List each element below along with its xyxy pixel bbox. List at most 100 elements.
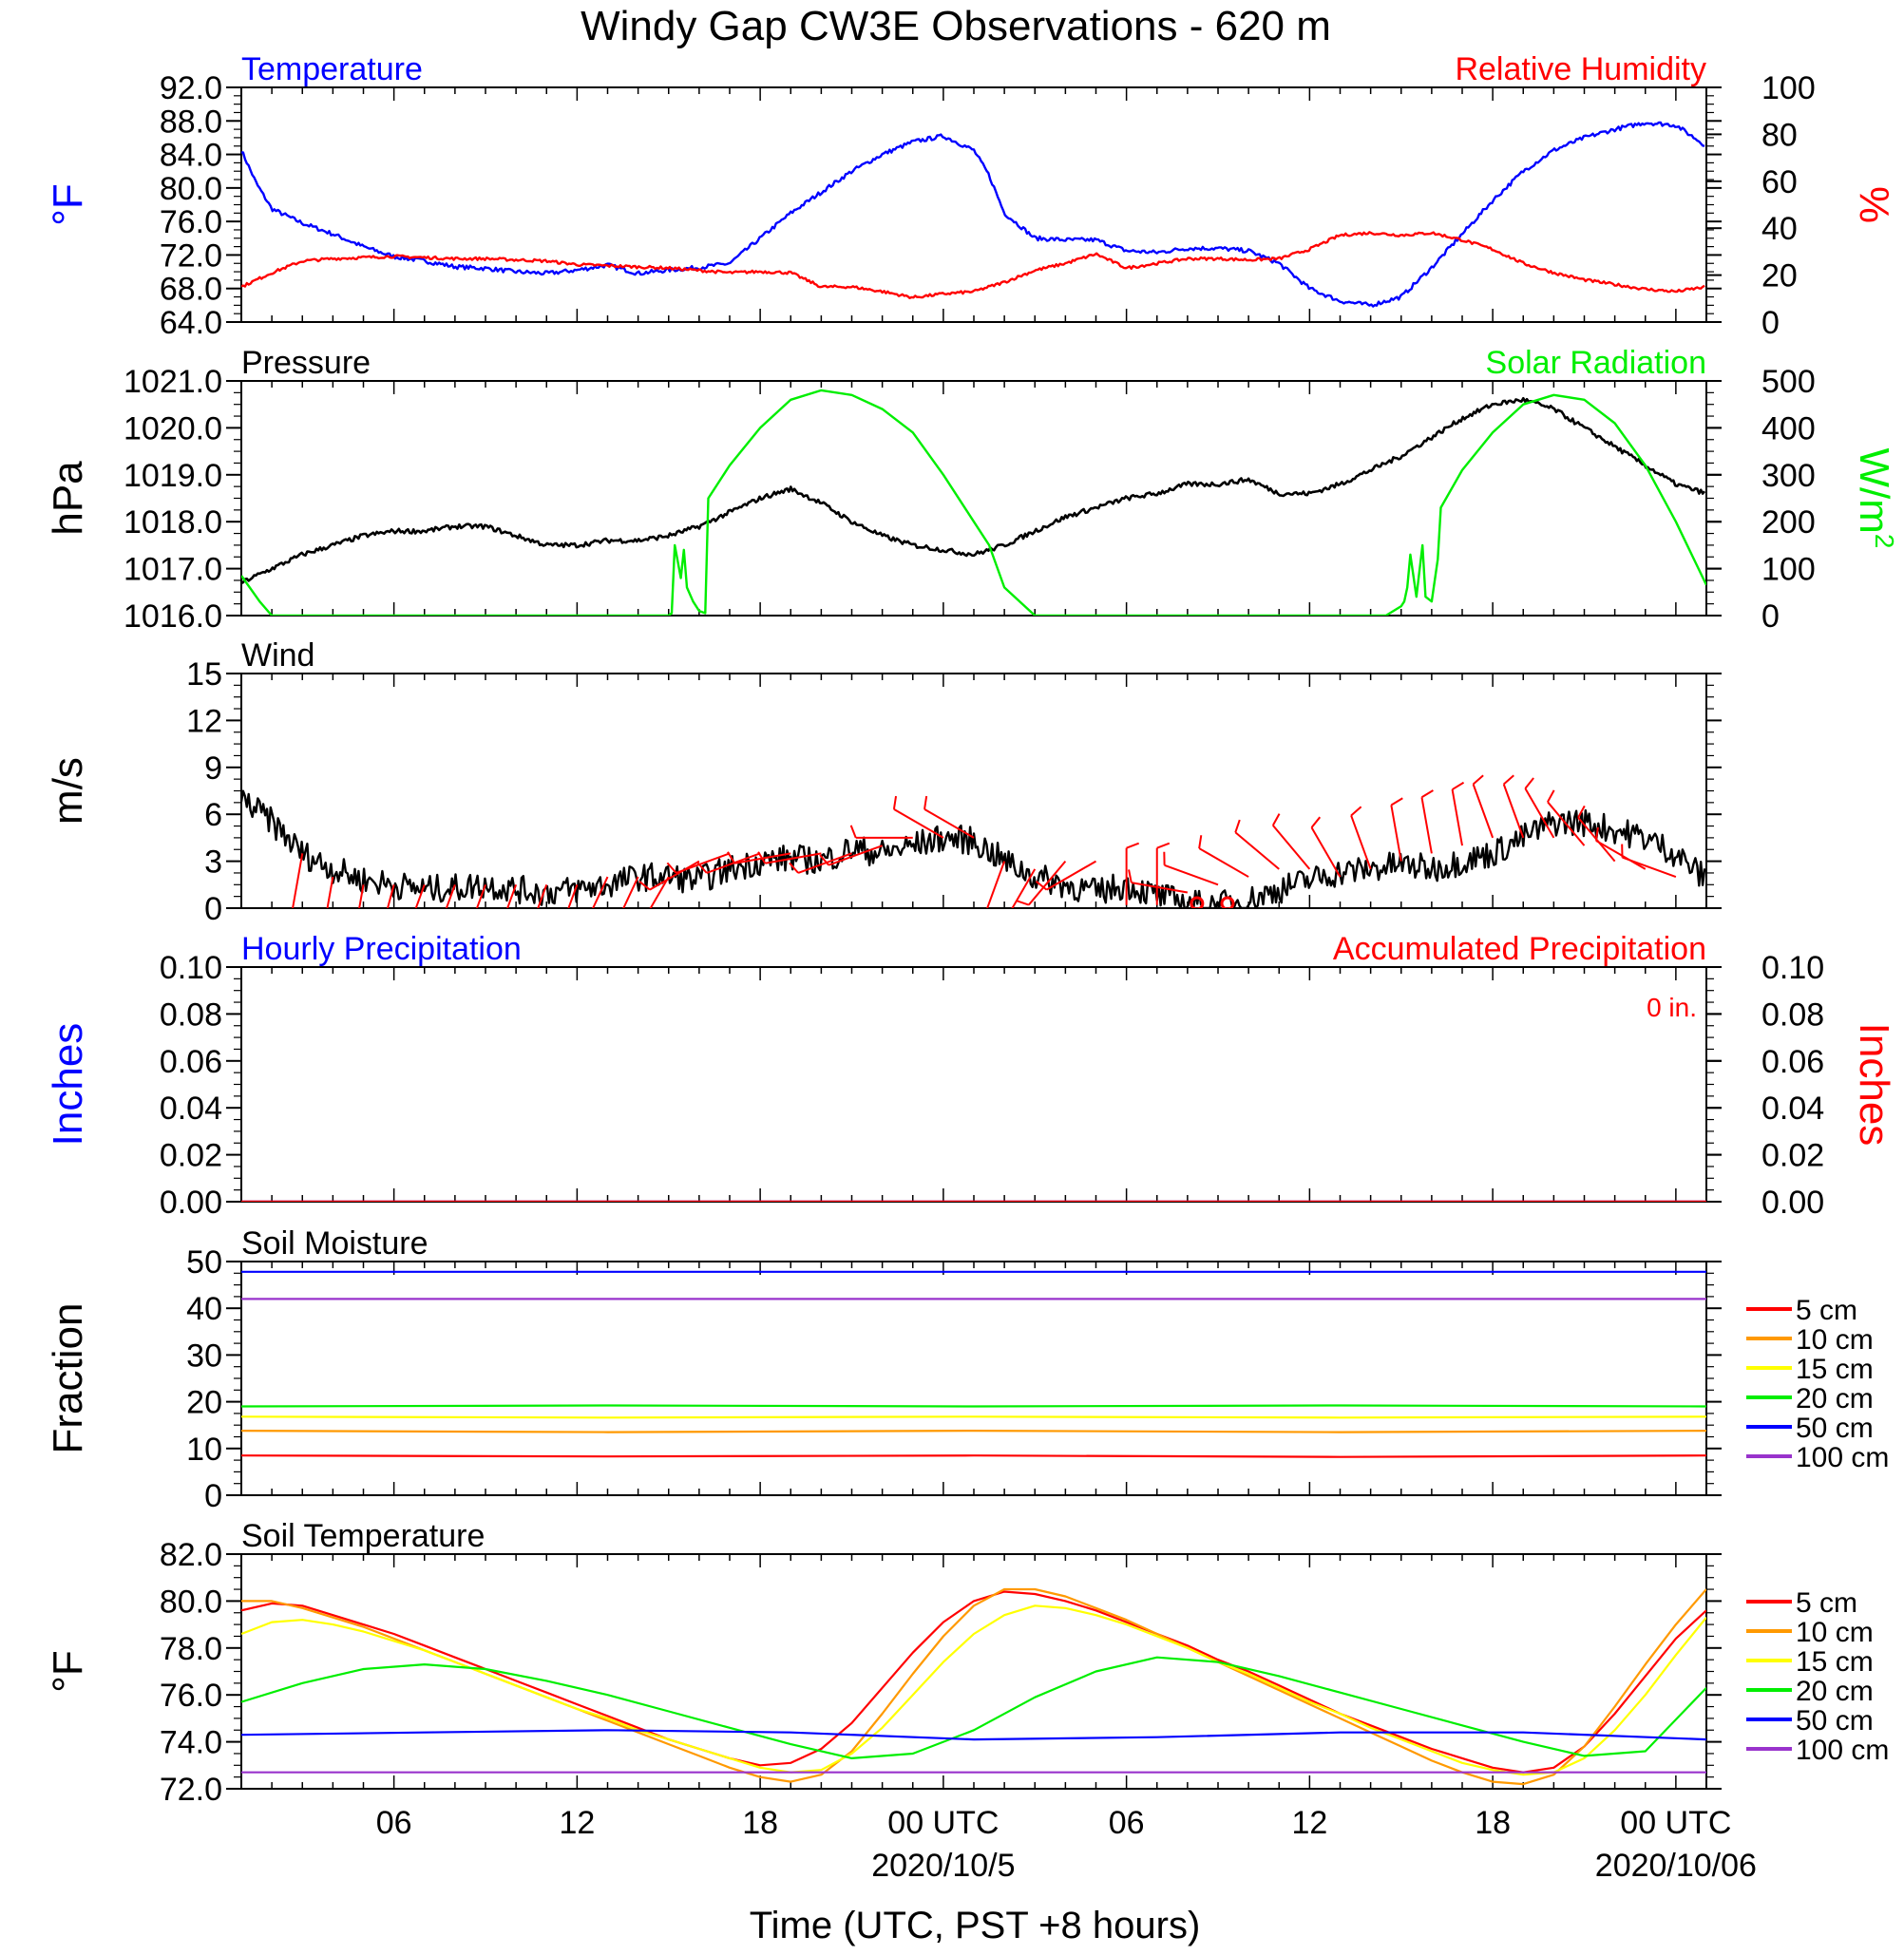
panel-title-left: Soil Temperature	[241, 1518, 485, 1554]
legend-label: 20 cm	[1796, 1383, 1874, 1414]
y-tick-label-left: 1020.0	[124, 410, 222, 446]
x-axis: 06 12 18 00 UTC 2020/10/5 06 12 18 00 UTC 2020/10…	[376, 1805, 1757, 1884]
y-tick-label-left: 78.0	[160, 1631, 222, 1667]
legend-label: 100 cm	[1796, 1735, 1889, 1766]
wind-barb	[1164, 864, 1219, 886]
y-tick-label-right: 300	[1761, 458, 1816, 494]
series-line-50-cm	[241, 1729, 1706, 1741]
y-tick-label-left: 9	[204, 750, 222, 787]
plot-frame	[240, 966, 1707, 1203]
y-tick-label-right: 0.00	[1761, 1185, 1824, 1221]
wind-barb	[326, 876, 334, 908]
wind-barb-feather	[1126, 842, 1140, 849]
wind-barb-feather	[600, 928, 614, 929]
y-axis-label-left: m/s	[45, 757, 91, 825]
wind-barb-feather	[1156, 842, 1171, 849]
wind-barb	[828, 845, 883, 866]
y-tick-label-left: 12	[186, 703, 222, 739]
series-line-solar-radiation	[241, 389, 1706, 616]
wind-barb	[1622, 856, 1677, 879]
y-tick-label-left: 40	[186, 1291, 222, 1327]
wind-barb-feather	[819, 854, 829, 866]
y-tick-label-left: 88.0	[160, 104, 222, 140]
y-tick-label-right: 100	[1761, 70, 1816, 106]
series-line-5-cm	[241, 1590, 1706, 1774]
y-tick-label-left: 0.00	[160, 1185, 222, 1221]
wind-barb-feather	[1420, 789, 1434, 799]
y-tick-label-right: 500	[1761, 364, 1816, 400]
precip-annotation: 0 in.	[1647, 993, 1697, 1022]
wind-barb	[649, 860, 700, 891]
wind-barb	[567, 883, 579, 908]
panel-title-right: Solar Radiation	[1486, 345, 1706, 381]
wind-barb-feather	[1594, 826, 1599, 841]
wind-barb-feather	[1234, 819, 1241, 833]
y-tick-label-left: 64.0	[160, 305, 222, 341]
wind-barb-feather	[1390, 797, 1403, 807]
y-tick-label-left: 76.0	[160, 1678, 222, 1714]
legend-label: 5 cm	[1796, 1295, 1857, 1326]
y-tick-label-left: 0.06	[160, 1044, 222, 1080]
y-tick-label-left: 80.0	[160, 1584, 222, 1620]
legend-label: 50 cm	[1796, 1705, 1874, 1737]
panel-temperature_humidity: 64.068.072.076.080.084.088.092.0 0 20 40 60 8…	[45, 51, 1897, 341]
wind-barb	[1420, 797, 1433, 854]
wind-barb-feather	[1271, 813, 1281, 826]
y-tick-label-right: 400	[1761, 410, 1816, 446]
wind-barb	[592, 876, 609, 908]
y-tick-label-right: 80	[1761, 117, 1798, 153]
wind-barb	[676, 852, 731, 874]
y-tick-label-left: 92.0	[160, 70, 222, 106]
y-axis-label-right: W/m2	[1851, 448, 1899, 549]
wind-barb-feather	[1128, 869, 1133, 883]
y-tick-label-left: 6	[204, 797, 222, 833]
y-tick-label-right: 20	[1761, 258, 1798, 294]
panel-title-left: Hourly Precipitation	[241, 931, 522, 967]
wind-barb-feather	[923, 795, 928, 810]
panel-title-left: Soil Moisture	[241, 1225, 428, 1262]
wind-barb-feather	[1035, 881, 1048, 891]
wind-barb	[1310, 826, 1342, 878]
panel-pressure_solar: 1016.0 1017.0 1018.0 1019.0 1020.0 1021.0 0 100…	[45, 345, 1899, 635]
wind-barb	[1595, 839, 1647, 870]
legend-label: 100 cm	[1796, 1442, 1889, 1473]
series-group	[241, 1587, 1706, 1786]
y-tick-label-left: 50	[186, 1244, 222, 1281]
wind-barb	[1131, 882, 1189, 894]
legend-label: 20 cm	[1796, 1676, 1874, 1707]
wind-barb-feather	[1577, 805, 1586, 819]
panel-soil_temperature: 72.0 74.0 76.0 78.0 80.0 82.0 Soil Temperature…	[45, 1518, 1889, 1808]
wind-barb	[1272, 825, 1311, 870]
x-tick-label: 12	[1291, 1805, 1327, 1841]
y-tick-label-left: 72.0	[160, 1772, 222, 1808]
wind-barb	[1028, 860, 1067, 906]
wind-barb	[923, 808, 975, 839]
x-tick-label: 00 UTC	[887, 1805, 999, 1841]
panel-precipitation: 0.00 0.02 0.04 0.06 0.08 0.10 0.00 0.02 0.04 0.06…	[45, 931, 1897, 1221]
series-line-temperature	[241, 121, 1705, 308]
wind-barb	[1350, 815, 1372, 870]
y-tick-label-left: 74.0	[160, 1725, 222, 1761]
y-tick-label-left: 30	[186, 1338, 222, 1374]
calm-marker	[1220, 896, 1235, 908]
wind-barb	[1390, 805, 1402, 862]
panel-title-left: Wind	[241, 637, 314, 674]
y-tick-label-left: 82.0	[160, 1537, 222, 1573]
y-tick-label-left: 72.0	[160, 237, 222, 274]
series-line-10-cm	[241, 1587, 1706, 1786]
y-tick-label-right: 0.10	[1761, 950, 1824, 986]
wind-barb-feather	[892, 795, 898, 810]
series-line-15-cm	[241, 1604, 1706, 1776]
wind-barb-feather	[757, 851, 767, 864]
y-axis-label-left: °F	[45, 183, 91, 225]
y-tick-label-left: 1018.0	[124, 504, 222, 541]
x-axis-label: Time (UTC, PST +8 hours)	[750, 1905, 1201, 1946]
wind-barb-feather	[1524, 777, 1534, 789]
wind-barb-feather	[1198, 835, 1203, 849]
wind-barb	[386, 884, 395, 908]
wind-barb-feather	[849, 825, 857, 839]
x-date-label: 2020/10/5	[871, 1848, 1015, 1884]
